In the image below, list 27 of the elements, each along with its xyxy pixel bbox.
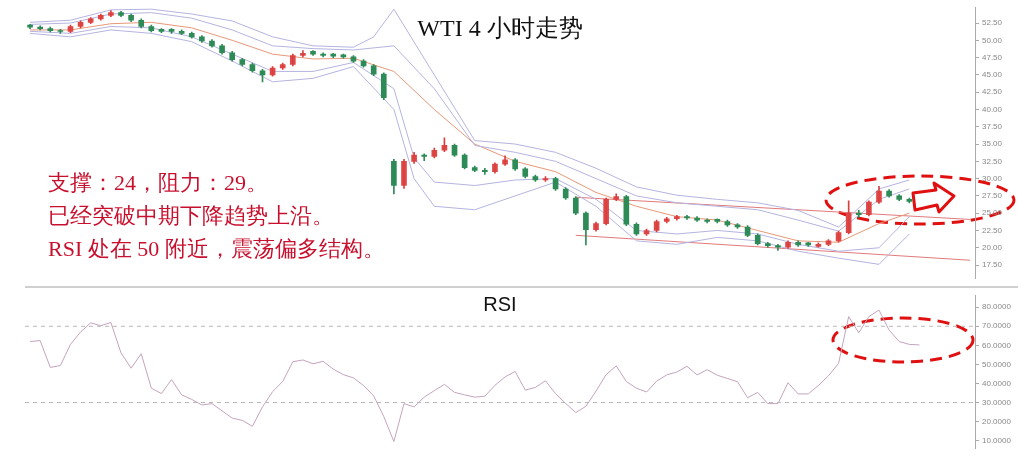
annotation: 支撑：24，阻力：29。 (48, 170, 268, 195)
y-tick-label: 17.50 (982, 260, 1003, 270)
y-tick-label: 50.0000 (982, 359, 1012, 369)
y-tick-label: 52.50 (982, 18, 1003, 28)
chart-title: WTI 4 小时走势 (417, 15, 583, 42)
y-tick-label: 50.00 (982, 35, 1003, 45)
chart-title: RSI (483, 292, 517, 315)
y-tick-label: 22.50 (982, 225, 1003, 235)
y-tick-label: 20.00 (982, 242, 1003, 252)
y-tick-label: 30.00 (982, 173, 1003, 183)
y-tick-label: 27.50 (982, 191, 1003, 201)
y-tick-label: 60.0000 (982, 340, 1012, 350)
y-tick-label: 35.00 (982, 139, 1003, 149)
annotation: RSI 处在 50 附近，震荡偏多结构。 (48, 236, 385, 261)
y-tick-label: 32.50 (982, 156, 1003, 166)
y-tick-label: 45.00 (982, 70, 1003, 80)
y-tick-label: 37.50 (982, 121, 1003, 131)
y-tick-label: 20.0000 (982, 416, 1012, 426)
annotation: 已经突破中期下降趋势上沿。 (48, 203, 334, 228)
y-tick-label: 10.0000 (982, 435, 1012, 445)
y-tick-label: 47.50 (982, 52, 1003, 62)
y-tick-label: 40.0000 (982, 378, 1012, 388)
y-tick-label: 70.0000 (982, 321, 1012, 331)
y-tick-label: 40.00 (982, 104, 1003, 114)
y-tick-label: 30.0000 (982, 397, 1012, 407)
y-tick-label: 80.0000 (982, 302, 1012, 312)
y-tick-label: 42.50 (982, 87, 1003, 97)
